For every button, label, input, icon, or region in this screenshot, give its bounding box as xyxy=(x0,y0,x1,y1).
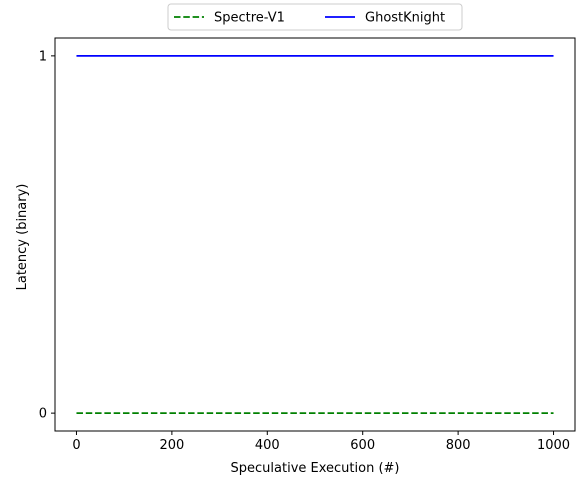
legend-label-spectre-v1: Spectre-V1 xyxy=(214,11,285,26)
x-tick-label-800: 800 xyxy=(446,438,471,453)
y-tick-label-1: 1 xyxy=(39,49,47,64)
y-tick-label-0: 0 xyxy=(39,407,47,422)
plot-frame xyxy=(54,37,576,432)
plot-area: 0 200 400 600 800 1000 0 1 xyxy=(39,37,576,453)
legend-frame xyxy=(167,3,463,31)
legend: Spectre-V1 GhostKnight xyxy=(167,3,463,31)
x-tick-label-0: 0 xyxy=(72,438,80,453)
x-tick-label-1000: 1000 xyxy=(537,438,570,453)
y-axis-label: Latency (binary) xyxy=(15,184,30,291)
legend-label-ghostknight: GhostKnight xyxy=(365,11,445,26)
x-tick-label-600: 600 xyxy=(350,438,375,453)
x-axis-label: Speculative Execution (#) xyxy=(231,461,400,476)
x-tick-label-400: 400 xyxy=(255,438,280,453)
x-tick-label-200: 200 xyxy=(159,438,184,453)
